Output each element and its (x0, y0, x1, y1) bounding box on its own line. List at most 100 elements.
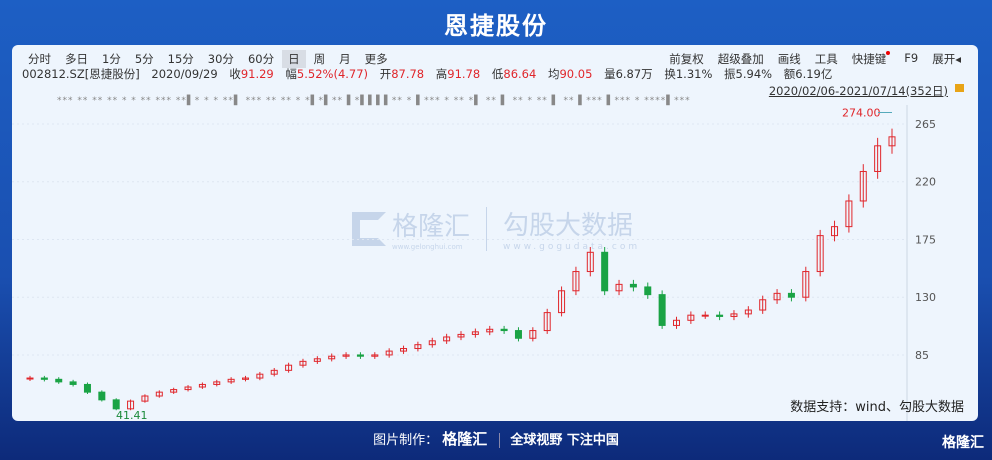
tool-button[interactable]: 画线 (777, 52, 801, 66)
period-tab[interactable]: 多日 (65, 52, 88, 66)
candle-body (184, 386, 192, 391)
max-price-label: 274.00 (842, 106, 881, 119)
period-tab[interactable]: 分时 (28, 52, 51, 66)
low-value: 86.64 (503, 67, 537, 81)
candle-body (256, 373, 264, 379)
tool-button[interactable]: 前复权 (669, 52, 704, 66)
candle-body (428, 340, 436, 346)
candle-body (687, 314, 695, 321)
candle-body (457, 333, 465, 338)
period-tab[interactable]: 月 (339, 52, 351, 66)
candle-body (744, 309, 752, 315)
candle-body (198, 383, 206, 388)
candle-body (831, 226, 839, 237)
tool-button[interactable]: 工具 (814, 52, 838, 66)
period-tab[interactable]: 15分 (167, 52, 194, 66)
period-tab[interactable]: 5分 (134, 52, 154, 66)
period-tab[interactable]: 日 (282, 50, 306, 68)
candle-body (213, 381, 221, 385)
candle-body (313, 358, 321, 362)
amplitude: 振5.94% (724, 67, 773, 81)
candle-body (371, 354, 379, 357)
period-tab[interactable]: 30分 (207, 52, 234, 66)
turnover: 换1.31% (664, 67, 713, 81)
candle-body (773, 292, 781, 301)
candle-body (155, 391, 163, 397)
candle-body (400, 348, 408, 352)
stock-code: 002812.SZ[恩捷股份] (22, 67, 140, 81)
candle-body (572, 271, 580, 292)
candle-body (845, 200, 853, 228)
watermark-brand2: 勾股大数据 (503, 211, 634, 241)
period-tab[interactable]: 更多 (364, 52, 388, 66)
candle-body (112, 399, 120, 410)
watermark-brand2-url: www.gogudata.com (503, 242, 641, 252)
period-tab[interactable]: 周 (313, 52, 326, 66)
gelonghui-logo-icon (352, 211, 386, 246)
candle-body (414, 344, 422, 350)
candle-body (787, 292, 795, 298)
high-value: 91.78 (447, 67, 481, 81)
volume: 量6.87万 (604, 67, 653, 81)
candle-body (514, 330, 522, 339)
candle-body (543, 312, 551, 332)
close-label: 收 (229, 67, 241, 81)
watermark-brand-url: www.gelonghui.com (392, 243, 463, 251)
corner-logo: 格隆汇 (942, 435, 984, 451)
y-tick-label: 265 (915, 118, 936, 131)
candle-body (242, 377, 249, 380)
change-value: 5.52%(4.77) (296, 67, 369, 81)
period-tab[interactable]: 60分 (247, 52, 275, 66)
candle-body (55, 378, 63, 383)
tool-button[interactable]: 超级叠加 (717, 52, 764, 66)
candle-body (443, 336, 451, 342)
candle-body (40, 377, 48, 380)
avg-value: 90.05 (559, 67, 593, 81)
page-title: 恩捷股份 (444, 12, 548, 40)
y-tick-label: 175 (915, 233, 936, 246)
candle-body (802, 271, 810, 298)
candle-body (342, 354, 350, 357)
candle-body (26, 377, 34, 380)
candle-body (170, 389, 178, 393)
candle-body (888, 136, 896, 147)
amount: 额6.19亿 (783, 67, 833, 81)
candle-body (673, 319, 680, 326)
made-by-label: 图片制作： (373, 433, 439, 448)
candlestick-chart: 85 130 175 220 265 274.00 41.41 (12, 105, 936, 421)
candle-body (759, 299, 767, 311)
candle-body (730, 313, 738, 317)
candle-body (328, 355, 336, 360)
avg-label: 均 (547, 67, 560, 81)
candle-body (859, 170, 867, 202)
candle-body (141, 395, 149, 402)
open-label: 开 (379, 67, 392, 81)
candle-body (601, 251, 609, 292)
candle-body (500, 328, 508, 332)
date-range-selector[interactable]: 2020/02/06-2021/07/14(352日) (768, 84, 948, 98)
watermark-brand: 格隆汇 (392, 212, 471, 242)
candle-body (356, 354, 364, 357)
candle-body (227, 378, 235, 383)
tool-button[interactable]: 快捷键 (845, 50, 898, 68)
candle-body (716, 314, 724, 317)
candle-body (874, 145, 882, 172)
watermark: 格隆汇 www.gelonghui.com 勾股大数据 www.gogudata.c… (352, 205, 640, 252)
candle-body (586, 251, 594, 273)
candle-body (299, 360, 307, 366)
period-tabs: 分时 多日 1分 5分 15分 30分 60分日周月更多 (22, 50, 396, 68)
chart-panel: 分时 多日 1分 5分 15分 30分 60分日周月更多 前复权 超级叠加 画线 工具 快捷键 F9 展… (12, 45, 978, 421)
candle-body (529, 330, 537, 339)
data-source: 数据支持：wind、勾股大数据 (790, 400, 964, 415)
close-value: 91.29 (240, 67, 274, 81)
period-tab[interactable]: 1分 (102, 52, 121, 66)
candle-body (98, 391, 106, 401)
candle-body (629, 283, 637, 288)
candle-body (270, 369, 278, 375)
tool-button[interactable]: 展开◂ (932, 52, 961, 66)
y-tick-label: 220 (915, 176, 936, 189)
lock-icon[interactable] (955, 84, 964, 92)
tool-button[interactable]: F9 (904, 51, 919, 65)
footer-slogan: 全球视野 下注中国 (499, 433, 619, 448)
low-label: 低 (491, 67, 504, 81)
